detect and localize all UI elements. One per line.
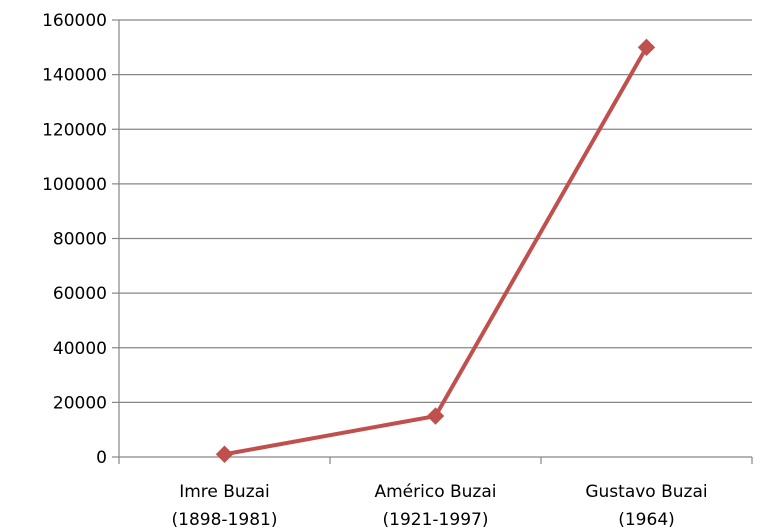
axes [112, 19, 753, 464]
x-category-label-line: (1898-1981) [172, 510, 278, 530]
y-tick-label: 0 [96, 448, 107, 468]
y-tick-label: 40000 [53, 339, 107, 359]
series-layer [215, 38, 656, 463]
y-tick-label: 140000 [42, 66, 107, 86]
gridlines [119, 19, 752, 403]
x-category-label: Américo Buzai (1921-1997) [374, 482, 496, 530]
x-axis-category-labels: Imre Buzai (1898-1981) Américo Buzai (1921-… [172, 482, 708, 530]
y-tick-label: 80000 [53, 230, 107, 250]
y-tick-label: 120000 [42, 120, 107, 140]
series-line [222, 45, 649, 457]
y-axis-tick-labels: 0 20000 40000 60000 80000 100000 120000 140000 1… [42, 11, 107, 468]
data-point-marker [215, 445, 234, 463]
x-category-label-line: (1964) [618, 510, 675, 530]
y-tick-label: 160000 [42, 11, 107, 31]
y-tick-label: 20000 [53, 393, 107, 413]
data-point-marker [426, 407, 445, 425]
x-category-label: Imre Buzai (1898-1981) [172, 482, 278, 530]
data-point-marker [637, 38, 656, 57]
x-category-label-line: Américo Buzai [374, 482, 496, 502]
x-category-label: Gustavo Buzai (1964) [585, 482, 707, 530]
x-category-label-line: Imre Buzai [179, 482, 270, 502]
y-tick-label: 100000 [42, 175, 107, 195]
x-category-label-line: (1921-1997) [383, 510, 489, 530]
x-category-label-line: Gustavo Buzai [585, 482, 707, 502]
y-tick-label: 60000 [53, 284, 107, 304]
